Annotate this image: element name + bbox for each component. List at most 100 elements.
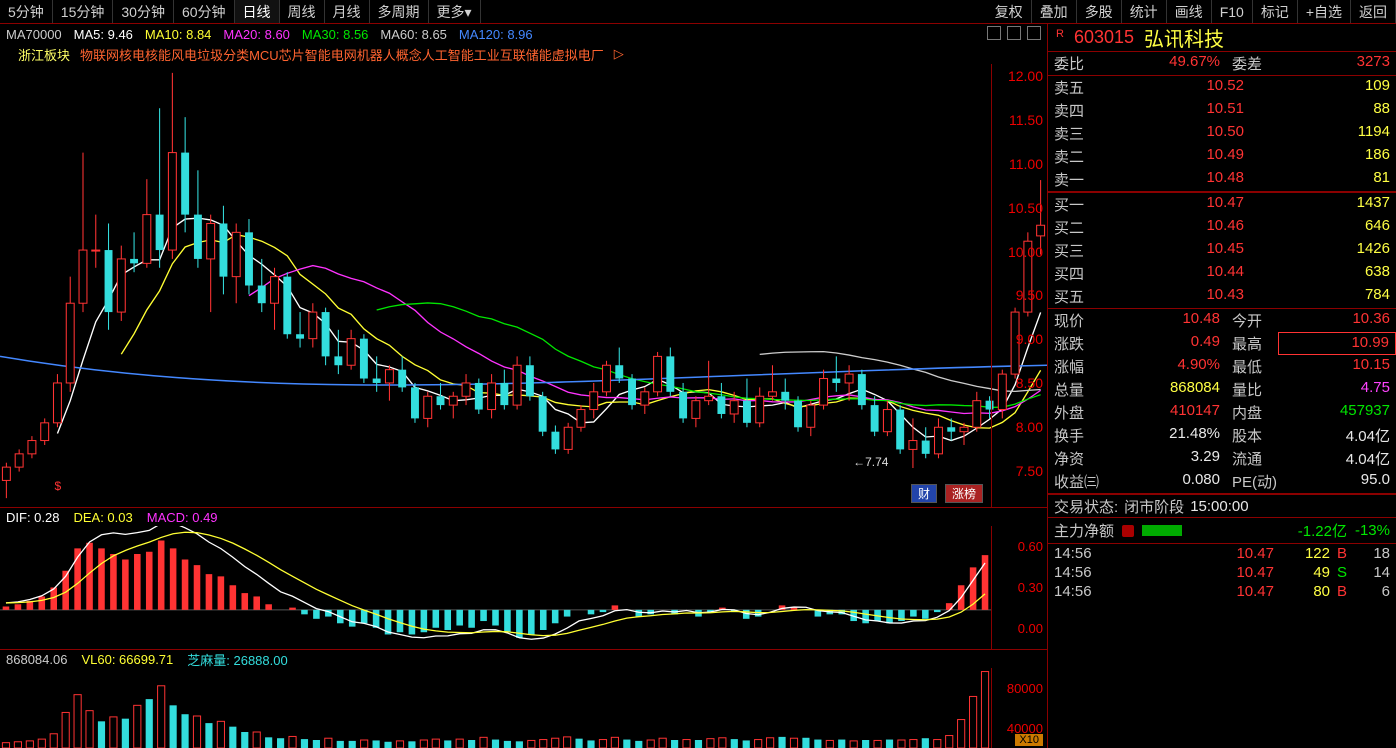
order-level: 买三	[1048, 239, 1104, 262]
volume-legend-item: 868084.06	[6, 652, 67, 667]
status-time: 15:00:00	[1190, 498, 1248, 515]
ma-item: MA120: 8.96	[459, 27, 533, 42]
chart-column: MA70000 MA5: 9.46MA10: 8.84MA20: 8.60MA3…	[0, 24, 1048, 748]
period-多周期[interactable]: 多周期	[370, 0, 429, 23]
value-weicha: 3273	[1278, 52, 1396, 75]
pane-toggle-icon[interactable]	[987, 26, 1001, 40]
flow-indicator-icon	[1122, 525, 1134, 537]
stock-name[interactable]: 弘讯科技	[1144, 23, 1224, 52]
period-60分钟[interactable]: 60分钟	[174, 0, 235, 23]
quote-kv-grid: 现价10.48今开10.36涨跌0.49最高10.99涨幅4.90%最低10.1…	[1048, 309, 1396, 494]
order-level: 卖一	[1048, 168, 1104, 191]
kv-value: 21.48%	[1108, 424, 1226, 447]
period-30分钟[interactable]: 30分钟	[113, 0, 174, 23]
kv-label: 内盘	[1226, 401, 1278, 424]
tick-row: 14:56 10.47 80 B 6	[1048, 582, 1396, 601]
order-price: 10.45	[1104, 239, 1250, 262]
period-周线[interactable]: 周线	[280, 0, 325, 23]
flow-pct: -13%	[1355, 522, 1390, 539]
kv-label: 收益㈢	[1048, 470, 1108, 493]
x10-badge[interactable]: X10	[1015, 734, 1043, 746]
order-level: 卖三	[1048, 122, 1104, 145]
tool-画线[interactable]: 画线	[1167, 0, 1212, 23]
kv-value: 95.0	[1278, 470, 1396, 493]
period-更多▾[interactable]: 更多▾	[429, 0, 481, 23]
order-vol: 646	[1250, 216, 1396, 239]
candlestick-chart[interactable]: 12.0011.5011.0010.5010.009.509.008.508.0…	[0, 64, 1047, 508]
chart-badge[interactable]: 涨榜	[945, 484, 983, 503]
macd-legend: DIF: 0.28DEA: 0.03MACD: 0.49	[0, 508, 1047, 526]
tool-统计[interactable]: 统计	[1122, 0, 1167, 23]
tool-F10[interactable]: F10	[1212, 0, 1253, 23]
sector-tag[interactable]: 虚拟电厂	[552, 48, 604, 63]
chart-badge[interactable]: 财	[911, 484, 937, 503]
tick-count: 18	[1354, 545, 1390, 562]
pane-restore-icon[interactable]	[1007, 26, 1021, 40]
kv-value: 3.29	[1108, 447, 1226, 470]
period-15分钟[interactable]: 15分钟	[53, 0, 114, 23]
tool-叠加[interactable]: 叠加	[1032, 0, 1077, 23]
tick-list[interactable]: 14:56 10.47 122 B 18 14:56 10.47 49 S 14…	[1048, 544, 1396, 748]
sector-tag[interactable]: 核电核能	[119, 48, 171, 63]
period-日线[interactable]: 日线	[235, 0, 280, 23]
kv-value: 10.48	[1108, 309, 1226, 332]
tool-多股[interactable]: 多股	[1077, 0, 1122, 23]
kv-label: 外盘	[1048, 401, 1108, 424]
tick-price: 10.47	[1114, 545, 1274, 562]
tick-side: B	[1330, 583, 1354, 600]
volume-chart[interactable]: 868084.06VL60: 66699.71芝麻量: 26888.00 800…	[0, 650, 1047, 748]
kv-label: 涨跌	[1048, 332, 1108, 355]
stock-code[interactable]: 603015	[1074, 27, 1134, 48]
ma-legend: MA70000 MA5: 9.46MA10: 8.84MA20: 8.60MA3…	[0, 24, 1047, 44]
tick-time: 14:56	[1054, 564, 1114, 581]
sector-tag[interactable]: 风电	[171, 48, 197, 63]
status-label: 交易状态:	[1054, 496, 1118, 517]
tool-返回[interactable]: 返回	[1351, 0, 1396, 23]
sector-tag[interactable]: 物联网	[80, 48, 119, 63]
plate-badge[interactable]: 浙江板块	[18, 45, 70, 64]
kv-label: 总量	[1048, 378, 1108, 401]
kv-value: 868084	[1108, 378, 1226, 401]
tick-side: S	[1330, 564, 1354, 581]
tool-+自选[interactable]: +自选	[1298, 0, 1351, 23]
kv-value: 4.04亿	[1278, 424, 1396, 447]
ma-title: MA70000	[6, 27, 62, 42]
tool-标记[interactable]: 标记	[1253, 0, 1298, 23]
flow-label: 主力净额	[1054, 520, 1114, 541]
sector-tag[interactable]: 机器人概念	[357, 48, 422, 63]
order-level: 卖五	[1048, 76, 1104, 99]
sector-tag[interactable]: 智能电网	[305, 48, 357, 63]
kv-label: 换手	[1048, 424, 1108, 447]
sector-tag[interactable]: 人工智能	[422, 48, 474, 63]
pane-max-icon[interactable]	[1027, 26, 1041, 40]
volume-legend-item: VL60: 66699.71	[81, 652, 173, 667]
macd-chart[interactable]: DIF: 0.28DEA: 0.03MACD: 0.49 0.600.300.0…	[0, 508, 1047, 650]
sector-tag[interactable]: 垃圾分类	[197, 48, 249, 63]
order-level: 买五	[1048, 285, 1104, 308]
order-price: 10.50	[1104, 122, 1250, 145]
ma-item: MA10: 8.84	[145, 27, 212, 42]
price-y-axis: 12.0011.5011.0010.5010.009.509.008.508.0…	[991, 64, 1047, 507]
quote-panel: R 603015 弘讯科技 委比 49.67% 委差 3273 卖五10.521…	[1048, 24, 1396, 748]
signal-s-mark: $	[55, 479, 62, 493]
sector-tags: 浙江板块 物联网核电核能风电垃圾分类MCU芯片智能电网机器人概念人工智能工业互联…	[0, 44, 1047, 64]
sector-tag[interactable]: 储能	[526, 48, 552, 63]
kv-label: 量比	[1226, 378, 1278, 401]
tool-复权[interactable]: 复权	[987, 0, 1032, 23]
period-月线[interactable]: 月线	[325, 0, 370, 23]
kv-label: 流通	[1226, 447, 1278, 470]
sector-tag[interactable]: 工业互联	[474, 48, 526, 63]
kv-label: 最高	[1226, 332, 1278, 355]
ma-item: MA60: 8.65	[380, 27, 447, 42]
period-toolbar: 5分钟15分钟30分钟60分钟日线周线月线多周期更多▾ 复权叠加多股统计画线F1…	[0, 0, 1396, 24]
tick-vol: 80	[1274, 583, 1330, 600]
order-level: 买四	[1048, 262, 1104, 285]
tick-vol: 122	[1274, 545, 1330, 562]
order-price: 10.52	[1104, 76, 1250, 99]
low-price-annotation: ←7.74	[853, 455, 888, 469]
sector-tag[interactable]: MCU芯片	[249, 48, 305, 63]
kv-value: 4.75	[1278, 378, 1396, 401]
period-5分钟[interactable]: 5分钟	[0, 0, 53, 23]
trading-status: 交易状态: 闭市阶段 15:00:00	[1048, 494, 1396, 518]
tick-time: 14:56	[1054, 545, 1114, 562]
